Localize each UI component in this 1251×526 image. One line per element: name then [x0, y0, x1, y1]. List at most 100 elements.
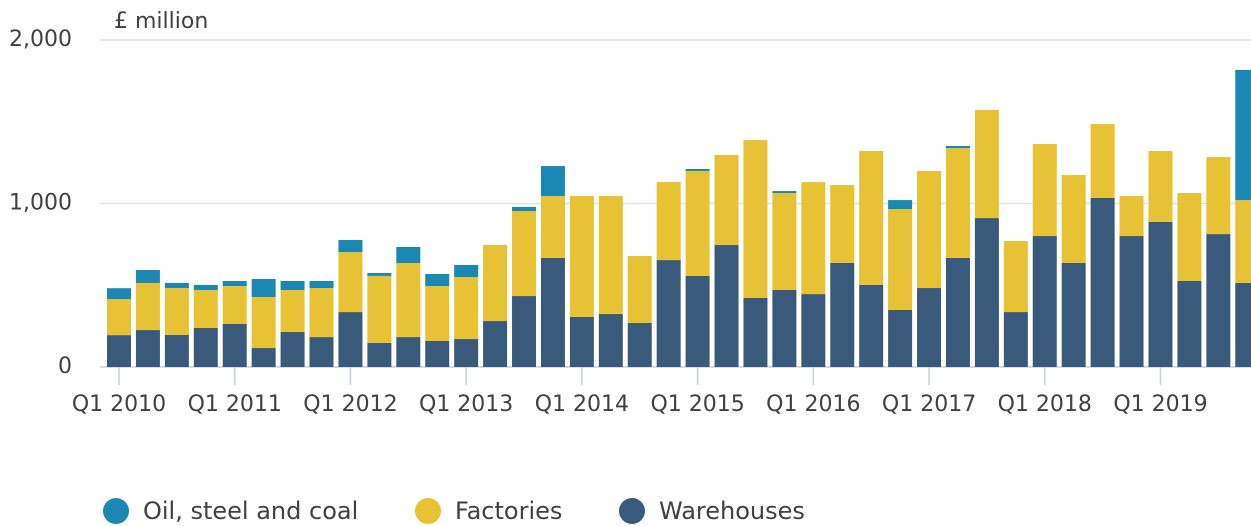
- bar-segment: [222, 286, 247, 324]
- x-tick-label: Q1 2018: [998, 392, 1092, 417]
- bar-segment: [1119, 195, 1144, 237]
- bar-segment: [222, 323, 247, 367]
- legend-swatch: [103, 498, 129, 524]
- bar-segment: [801, 294, 826, 367]
- bar-segment: [1003, 240, 1028, 313]
- bar-segment: [135, 330, 160, 367]
- bar-segment: [830, 185, 855, 264]
- bar-segment: [425, 273, 450, 287]
- bar-segment: [396, 337, 421, 367]
- bar-segment: [164, 334, 189, 367]
- bar-segment: [888, 209, 913, 310]
- bar-segment: [338, 239, 363, 253]
- bar-segment: [974, 109, 999, 219]
- bar-segment: [772, 193, 797, 290]
- bar-segment: [107, 299, 131, 336]
- bar-segment: [685, 169, 710, 171]
- bar-segment: [627, 255, 652, 324]
- x-tick-label: Q1 2011: [188, 392, 282, 417]
- bar-segment: [1148, 221, 1173, 367]
- bar-segment: [107, 335, 131, 367]
- bar-segment: [512, 211, 537, 297]
- bar-segment: [772, 191, 797, 194]
- bar-segment: [454, 264, 479, 278]
- bar-segment: [772, 289, 797, 367]
- bar-segment: [1148, 151, 1173, 222]
- bar-segment: [483, 245, 508, 322]
- bar-segment: [714, 245, 739, 367]
- x-tick-label: Q1 2015: [650, 392, 744, 417]
- bar-segment: [917, 170, 942, 289]
- bar-segment: [164, 282, 189, 289]
- bar-segment: [1235, 282, 1251, 367]
- bar-segment: [1003, 312, 1028, 367]
- legend-label: Factories: [455, 497, 562, 525]
- bar-segment: [945, 148, 970, 258]
- y-tick-label: 2,000: [9, 27, 72, 52]
- bar-segment: [945, 145, 970, 149]
- bar-segment: [656, 182, 681, 261]
- bar-segment: [367, 272, 392, 276]
- bar-segment: [1090, 197, 1115, 367]
- bar-segment: [1061, 175, 1086, 264]
- y-axis-label: £ million: [114, 9, 208, 34]
- bar-segment: [830, 263, 855, 367]
- bar-segment: [425, 341, 450, 367]
- bar-segment: [540, 166, 565, 196]
- bar-segment: [598, 195, 623, 315]
- bar-segment: [454, 277, 479, 340]
- bar-segment: [193, 327, 218, 367]
- bar-segment: [193, 289, 218, 328]
- bar-segment: [685, 170, 710, 276]
- bar-segment: [685, 275, 710, 367]
- bar-segment: [280, 332, 305, 367]
- bar-segment: [1032, 143, 1057, 237]
- bar-segment: [1177, 280, 1202, 367]
- bar-segment: [569, 195, 594, 317]
- bar-segment: [1235, 200, 1251, 283]
- x-tick-label: Q1 2014: [535, 392, 629, 417]
- bar-segment: [367, 342, 392, 367]
- bar-segment: [338, 252, 363, 313]
- bar-segment: [425, 286, 450, 342]
- legend-label: Warehouses: [659, 497, 805, 525]
- legend-swatch: [415, 498, 441, 524]
- bar-segment: [483, 321, 508, 367]
- bar-segment: [338, 312, 363, 367]
- bar-segment: [164, 288, 189, 335]
- x-tick-label: Q1 2017: [882, 392, 976, 417]
- bar-segment: [569, 316, 594, 367]
- bar-segment: [396, 263, 421, 338]
- legend-swatch: [619, 498, 645, 524]
- bar-segment: [135, 282, 160, 331]
- bar-segment: [656, 260, 681, 367]
- x-tick-label: Q1 2016: [766, 392, 860, 417]
- bar-segment: [1061, 263, 1086, 367]
- bar-segment: [1090, 124, 1115, 198]
- x-tick-label: Q1 2013: [419, 392, 513, 417]
- bar-segment: [309, 288, 334, 338]
- bar-segment: [743, 298, 768, 367]
- bar-segment: [280, 289, 305, 333]
- bar-segment: [917, 288, 942, 367]
- x-tick-label: Q1 2019: [1113, 392, 1207, 417]
- bar-segment: [396, 246, 421, 264]
- bar-segment: [859, 151, 884, 285]
- bar-segment: [1235, 69, 1251, 201]
- bar-segment: [251, 348, 276, 367]
- bar-segment: [1206, 157, 1231, 235]
- bar-segment: [222, 280, 247, 287]
- bar-segment: [540, 257, 565, 367]
- bar-segment: [280, 280, 305, 290]
- y-tick-label: 1,000: [9, 191, 72, 216]
- bar-segment: [193, 284, 218, 290]
- bar-segment: [251, 297, 276, 349]
- bar-segment: [714, 154, 739, 246]
- bar-segment: [945, 257, 970, 367]
- bar-segment: [1206, 234, 1231, 367]
- bar-segment: [859, 284, 884, 367]
- legend-label: Oil, steel and coal: [143, 497, 358, 525]
- bar-segment: [1032, 236, 1057, 367]
- y-tick-label: 0: [58, 354, 72, 379]
